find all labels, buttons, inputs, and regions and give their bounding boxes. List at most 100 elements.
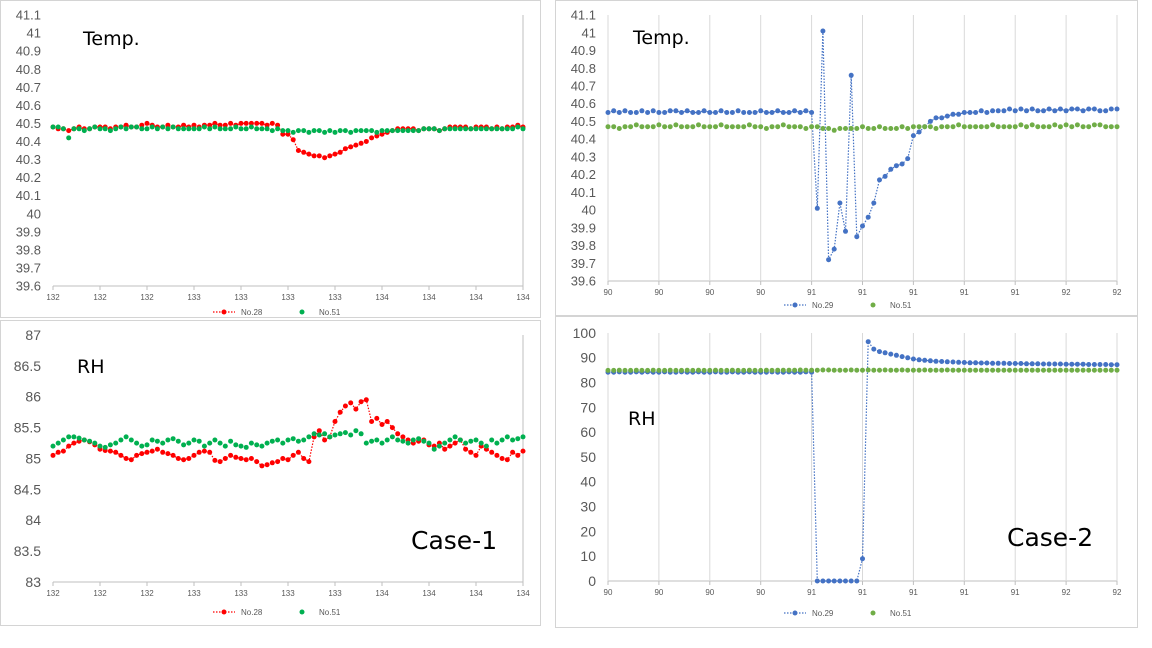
x-tick-label: 133 — [187, 293, 201, 302]
data-point — [1097, 122, 1103, 128]
data-point — [769, 110, 775, 115]
data-point — [978, 108, 984, 114]
data-point — [217, 459, 223, 465]
data-point — [280, 440, 286, 446]
data-point — [123, 456, 129, 461]
data-point — [1007, 124, 1012, 130]
data-point — [1057, 106, 1063, 112]
data-point — [363, 128, 369, 134]
legend-label: No.29 — [812, 301, 834, 310]
data-point — [55, 124, 61, 130]
data-point — [295, 449, 301, 455]
x-tick-label: 133 — [234, 293, 248, 302]
data-point — [628, 110, 634, 115]
data-point — [696, 110, 701, 115]
data-point — [922, 357, 928, 363]
data-point — [905, 126, 911, 131]
data-point — [1057, 367, 1063, 373]
data-point — [763, 110, 769, 115]
data-point — [504, 434, 510, 440]
data-point — [775, 124, 781, 130]
data-point — [123, 122, 129, 128]
data-point — [1086, 362, 1092, 367]
data-point — [175, 456, 181, 461]
y-tick-label: 39.7 — [571, 256, 596, 271]
data-point — [860, 124, 865, 130]
data-point — [1086, 124, 1092, 130]
series-line — [52, 399, 524, 467]
data-point — [984, 110, 990, 115]
y-tick-label: 40.6 — [571, 96, 596, 111]
data-point — [877, 124, 882, 130]
legend-label: No.51 — [319, 608, 341, 617]
data-point — [944, 367, 950, 373]
data-point — [961, 367, 967, 373]
x-tick-label: 134 — [375, 293, 389, 302]
y-tick-label: 40.5 — [571, 114, 596, 129]
data-point — [1007, 367, 1012, 373]
x-tick-label: 91 — [807, 288, 816, 297]
data-point — [275, 437, 281, 443]
y-tick-label: 40.2 — [16, 170, 41, 185]
data-point — [1012, 108, 1018, 114]
data-point — [186, 126, 192, 132]
data-point — [238, 443, 244, 449]
data-point — [1074, 367, 1080, 373]
data-point — [797, 110, 803, 115]
x-tick-label: 134 — [375, 589, 389, 598]
data-point — [1080, 108, 1086, 114]
y-tick-label: 30 — [580, 499, 596, 515]
data-point — [611, 108, 617, 114]
data-point — [442, 126, 448, 132]
data-point — [786, 110, 792, 115]
data-point — [431, 446, 437, 452]
data-point — [363, 139, 369, 144]
data-point — [71, 126, 77, 132]
data-point — [690, 110, 696, 115]
data-point — [831, 578, 837, 584]
data-point — [837, 578, 843, 584]
data-point — [316, 128, 322, 134]
data-point — [442, 446, 448, 452]
data-point — [520, 126, 526, 132]
data-point — [752, 367, 758, 373]
data-point — [494, 126, 500, 132]
data-point — [820, 28, 826, 34]
data-point — [775, 367, 781, 373]
data-point — [447, 437, 453, 443]
data-point — [701, 367, 707, 373]
data-point — [814, 124, 820, 130]
y-tick-label: 41.1 — [571, 8, 596, 23]
data-point — [933, 115, 939, 121]
data-point — [123, 126, 129, 132]
data-point — [1029, 122, 1035, 128]
data-point — [353, 428, 359, 434]
data-point — [290, 137, 296, 143]
data-point — [358, 128, 364, 134]
data-point — [342, 128, 348, 134]
data-point — [160, 440, 166, 446]
data-point — [207, 126, 213, 132]
data-point — [792, 124, 798, 130]
data-point — [696, 367, 701, 373]
data-point — [342, 146, 348, 152]
data-point — [860, 367, 865, 373]
x-tick-label: 133 — [328, 293, 342, 302]
data-point — [1029, 361, 1035, 367]
x-tick-label: 90 — [756, 588, 765, 597]
data-point — [473, 452, 479, 458]
data-point — [374, 437, 380, 443]
data-point — [871, 126, 877, 131]
data-point — [1063, 367, 1069, 373]
data-point — [713, 367, 718, 373]
data-point — [170, 452, 176, 458]
data-point — [483, 443, 489, 449]
x-tick-label: 134 — [469, 293, 483, 302]
data-point — [1097, 367, 1103, 373]
data-point — [384, 419, 390, 424]
data-point — [843, 228, 848, 234]
data-point — [369, 438, 375, 444]
data-point — [363, 397, 369, 403]
data-point — [814, 205, 820, 211]
data-point — [893, 126, 899, 131]
